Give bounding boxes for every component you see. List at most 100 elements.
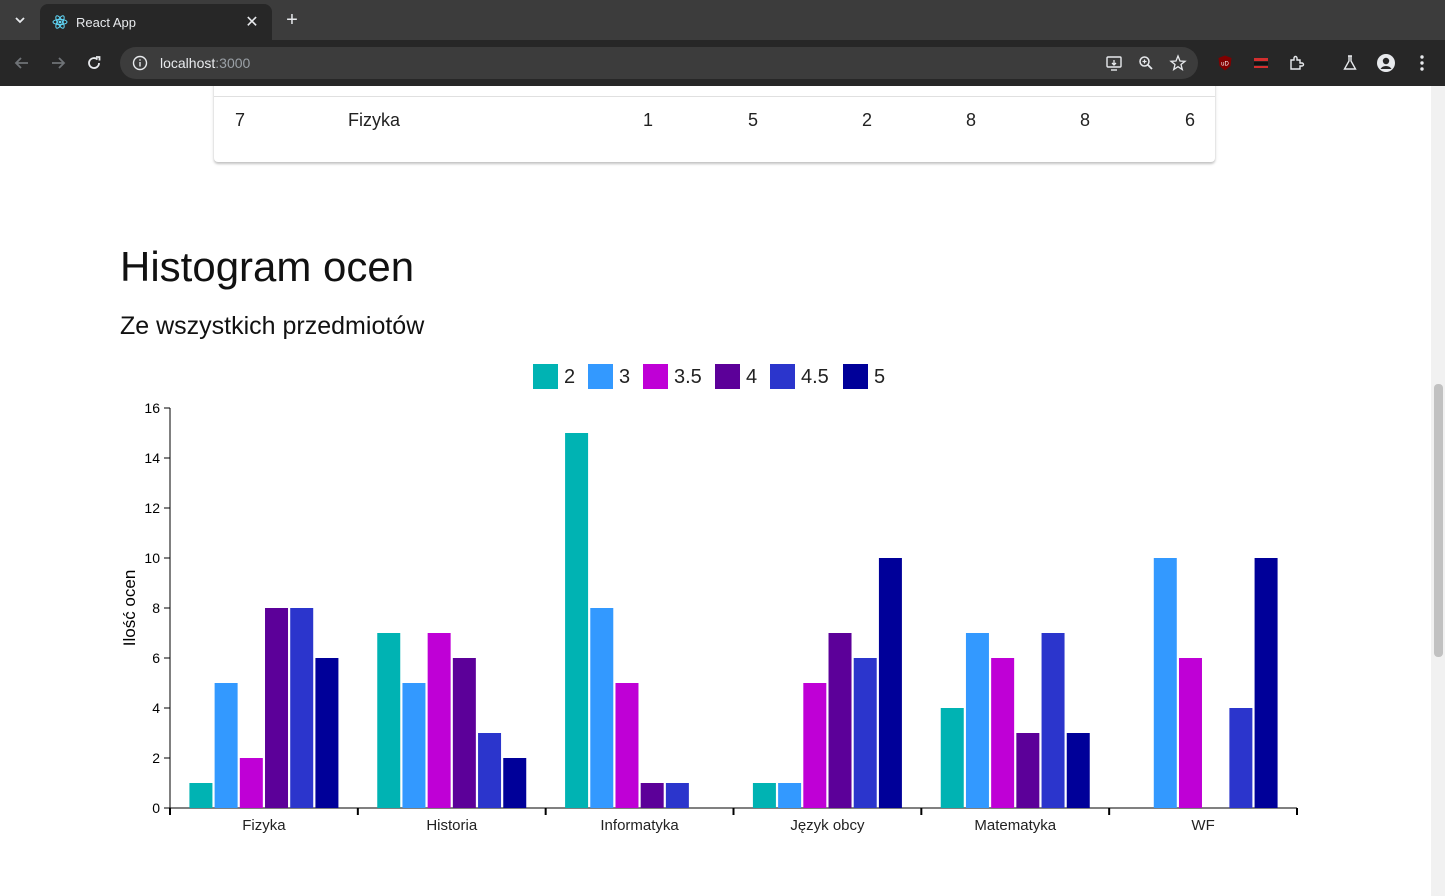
bar (752, 783, 776, 808)
legend-label: 4.5 (801, 366, 829, 388)
new-tab-button[interactable]: + (286, 9, 298, 31)
bar (665, 783, 689, 808)
table-cell-grade-4-5: 8 (1080, 110, 1091, 130)
profile-avatar-icon[interactable] (1376, 53, 1396, 73)
x-tick-label: Historia (426, 817, 478, 834)
bar (878, 558, 902, 808)
table-cell-id: 7 (235, 110, 246, 130)
page-scrollbar[interactable] (1431, 86, 1445, 896)
bar (1178, 658, 1202, 808)
chevron-down-icon (15, 17, 25, 24)
page-title: Histogram ocen (120, 243, 415, 290)
bar (377, 633, 401, 808)
site-info-icon[interactable] (132, 55, 148, 71)
table-cell-subject: Fizyka (348, 110, 401, 130)
page-subtitle: Ze wszystkich przedmiotów (120, 312, 425, 340)
bar (189, 783, 213, 808)
bar (452, 658, 476, 808)
bar (290, 608, 314, 808)
x-tick-label: Fizyka (242, 817, 286, 834)
legend-label: 3.5 (674, 366, 702, 388)
bar (402, 683, 426, 808)
arrow-right-icon (52, 57, 66, 69)
legend-swatch (715, 364, 740, 389)
legend-swatch (588, 364, 613, 389)
bar (315, 658, 339, 808)
y-tick-label: 6 (152, 650, 160, 666)
zoom-icon[interactable] (1136, 53, 1156, 73)
bar (503, 758, 527, 808)
bar (239, 758, 263, 808)
legend-swatch (770, 364, 795, 389)
back-button[interactable] (10, 51, 34, 75)
y-tick-label: 8 (152, 600, 160, 616)
table-cell-grade-4: 8 (966, 110, 977, 130)
x-tick-label: WF (1191, 817, 1214, 834)
bar (640, 783, 664, 808)
y-tick-label: 12 (144, 500, 160, 516)
url-port: :3000 (215, 55, 251, 71)
browser-menu-icon[interactable] (1412, 53, 1432, 73)
bar (1066, 733, 1090, 808)
browser-tab[interactable]: React App ✕ (40, 4, 272, 40)
grades-table: 7 Fizyka 1 5 2 8 8 6 (214, 86, 1215, 162)
bookmark-star-icon[interactable] (1168, 53, 1188, 73)
browser-toolbar: localhost:3000 uD (0, 40, 1445, 86)
y-axis-label: Ilość ocen (120, 570, 139, 647)
bar (1229, 708, 1253, 808)
tab-close-icon[interactable]: ✕ (245, 14, 259, 31)
react-logo-icon (52, 15, 68, 29)
y-tick-label: 4 (152, 700, 160, 716)
table-divider (214, 96, 1215, 97)
bar (615, 683, 639, 808)
address-bar[interactable]: localhost:3000 (120, 47, 1198, 79)
legend-label: 2 (564, 366, 575, 388)
bar (478, 733, 502, 808)
y-tick-label: 10 (144, 550, 160, 566)
url-host: localhost (160, 55, 216, 71)
legend-label: 5 (874, 366, 885, 388)
reload-icon (88, 56, 101, 69)
bar (214, 683, 238, 808)
bar (1254, 558, 1278, 808)
reload-button[interactable] (82, 51, 106, 75)
bar (427, 633, 451, 808)
bar (1041, 633, 1065, 808)
legend-swatch (843, 364, 868, 389)
bar (1016, 733, 1040, 808)
table-cell-grade-2: 1 (643, 110, 654, 130)
bar (778, 783, 802, 808)
x-tick-label: Matematyka (974, 817, 1056, 834)
legend-swatch (643, 364, 668, 389)
bar (991, 658, 1015, 808)
install-app-icon[interactable] (1104, 53, 1124, 73)
bar (965, 633, 989, 808)
tab-search-button[interactable] (8, 8, 32, 32)
legend-swatch (533, 364, 558, 389)
legend-label: 3 (619, 366, 630, 388)
table-cell-grade-5: 6 (1185, 110, 1196, 130)
scrollbar-thumb[interactable] (1434, 384, 1443, 657)
page-viewport: 7 Fizyka 1 5 2 8 8 6 Histogram ocen Ze w… (0, 86, 1431, 896)
tab-strip: React App ✕ + (0, 0, 1445, 40)
extension-flag-icon[interactable] (1251, 53, 1271, 73)
bar (265, 608, 289, 808)
grade-histogram-chart: 0 2 4 6 8 10 12 14 16 Ilość ocen Fizyka Historia Inf… (120, 364, 1298, 834)
y-tick-label: 0 (152, 800, 160, 816)
forward-button[interactable] (46, 51, 70, 75)
table-cell-grade-3-5: 2 (862, 110, 873, 130)
labs-flask-icon[interactable] (1340, 53, 1360, 73)
bar (590, 608, 614, 808)
bar (803, 683, 827, 808)
y-tick-label: 2 (152, 750, 160, 766)
tab-title: React App (76, 14, 136, 30)
legend-label: 4 (746, 366, 757, 388)
x-tick-label: Język obcy (790, 817, 865, 834)
table-cell-grade-3: 5 (748, 110, 759, 130)
bar (565, 433, 589, 808)
x-tick-label: Informatyka (600, 817, 679, 834)
extensions-puzzle-icon[interactable] (1287, 53, 1307, 73)
bar (1153, 558, 1177, 808)
y-tick-label: 14 (144, 450, 160, 466)
ublock-extension-icon[interactable]: uD (1215, 53, 1235, 73)
